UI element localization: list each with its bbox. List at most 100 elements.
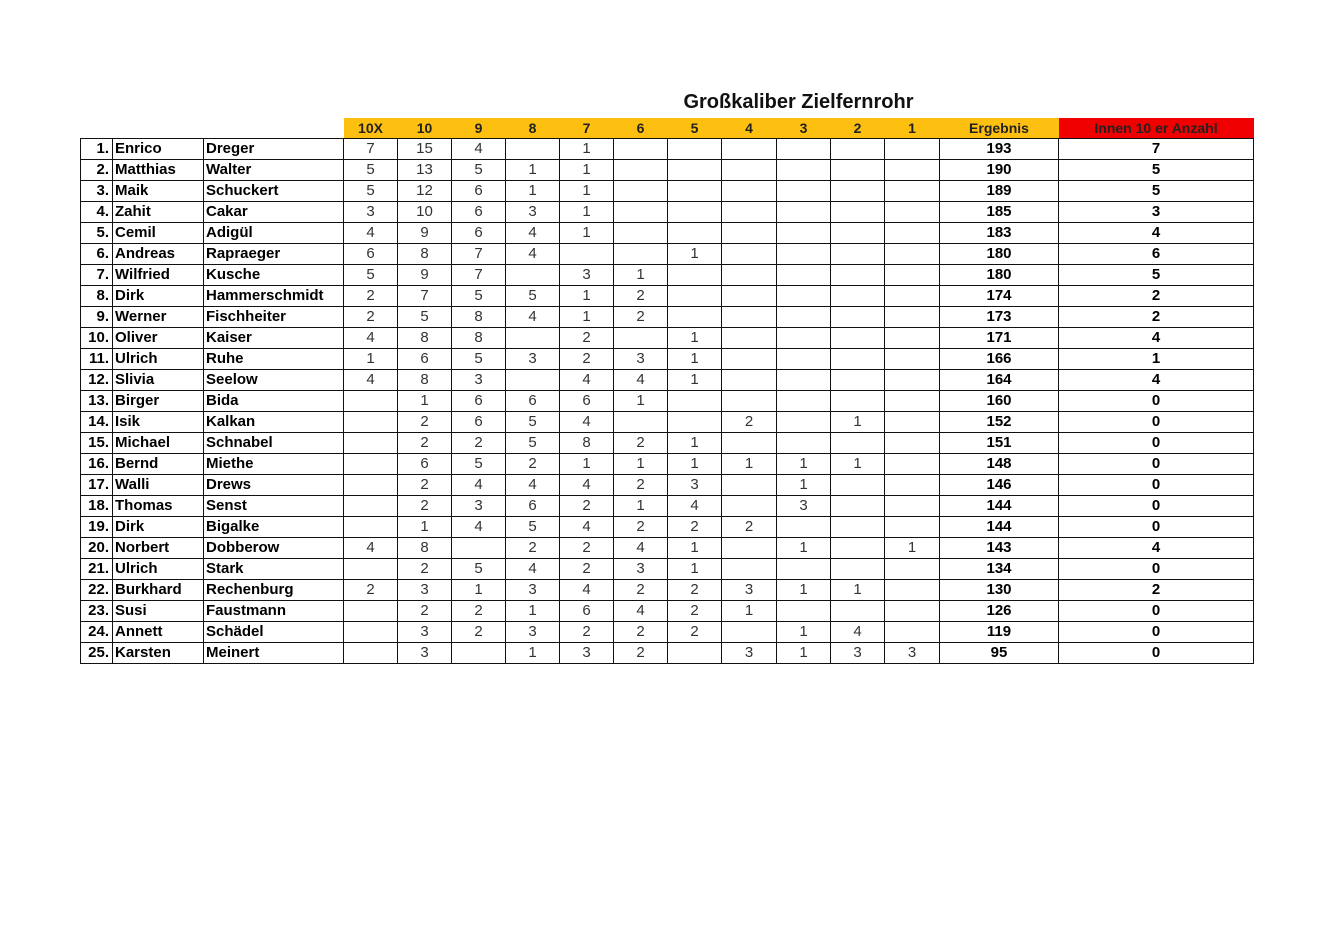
total-cell: 126: [939, 600, 1059, 622]
table-row: 21. Ulrich Stark 2 5 4 2 3 1 134 0: [80, 558, 1254, 580]
table-row: 23. Susi Faustmann 2 2 1 6 4 2 1 126 0: [80, 600, 1254, 622]
score-cell: 2: [559, 621, 614, 643]
table-row: 12. Slivia Seelow 4 8 3 4 4 1 164 4: [80, 369, 1254, 391]
score-cell: [884, 432, 940, 454]
score-cell: [884, 348, 940, 370]
score-cell: [884, 390, 940, 412]
score-cell: 1: [613, 453, 668, 475]
score-cell: 3: [667, 474, 722, 496]
table-row: 15. Michael Schnabel 2 2 5 8 2 1 151 0: [80, 432, 1254, 454]
first-name-cell: Werner: [112, 306, 204, 328]
rank-cell: 8.: [80, 285, 113, 307]
score-cell: [343, 495, 398, 517]
score-cell: 2: [667, 516, 722, 538]
score-cell: [884, 411, 940, 433]
table-row: 1. Enrico Dreger 7 15 4 1 193 7: [80, 138, 1254, 160]
score-cell: 1: [559, 180, 614, 202]
rank-cell: 2.: [80, 159, 113, 181]
inner-ten-cell: 5: [1058, 159, 1254, 181]
score-cell: [721, 243, 777, 265]
rank-cell: 11.: [80, 348, 113, 370]
score-cell: 8: [559, 432, 614, 454]
score-cell: [343, 390, 398, 412]
score-cell: 7: [397, 285, 452, 307]
score-cell: 2: [343, 306, 398, 328]
score-cell: [884, 285, 940, 307]
inner-ten-cell: 3: [1058, 201, 1254, 223]
score-cell: 8: [397, 327, 452, 349]
last-name-cell: Bida: [203, 390, 344, 412]
rank-cell: 25.: [80, 642, 113, 664]
total-cell: 174: [939, 285, 1059, 307]
score-cell: 1: [776, 621, 831, 643]
score-cell: [721, 621, 777, 643]
score-cell: 2: [397, 411, 452, 433]
total-cell: 146: [939, 474, 1059, 496]
inner-ten-cell: 0: [1058, 558, 1254, 580]
table-row: 13. Birger Bida 1 6 6 6 1 160 0: [80, 390, 1254, 412]
score-cell: [343, 642, 398, 664]
score-cell: 1: [505, 159, 560, 181]
score-cell: 1: [559, 285, 614, 307]
score-cell: 5: [451, 348, 506, 370]
score-cell: [830, 390, 885, 412]
score-cell: 9: [397, 264, 452, 286]
first-name-cell: Matthias: [112, 159, 204, 181]
score-cell: 2: [397, 558, 452, 580]
inner-ten-cell: 4: [1058, 327, 1254, 349]
header-blank: [80, 118, 113, 139]
score-cell: [830, 600, 885, 622]
score-cell: 12: [397, 180, 452, 202]
score-cell: [505, 369, 560, 391]
score-cell: [776, 390, 831, 412]
score-cell: [721, 306, 777, 328]
rank-cell: 3.: [80, 180, 113, 202]
table-row: 6. Andreas Rapraeger 6 8 7 4 1 180 6: [80, 243, 1254, 265]
score-cell: 5: [451, 285, 506, 307]
score-cell: [343, 621, 398, 643]
score-cell: [830, 537, 885, 559]
score-cell: 7: [343, 138, 398, 160]
score-cell: 2: [397, 600, 452, 622]
score-cell: 2: [559, 558, 614, 580]
rank-cell: 15.: [80, 432, 113, 454]
total-cell: 173: [939, 306, 1059, 328]
score-cell: 1: [776, 579, 831, 601]
score-cell: [884, 369, 940, 391]
score-cell: 1: [721, 600, 777, 622]
score-cell: 6: [397, 348, 452, 370]
score-cell: 6: [451, 180, 506, 202]
inner-ten-cell: 0: [1058, 642, 1254, 664]
score-cell: [667, 201, 722, 223]
column-header: Ergebnis: [939, 118, 1059, 139]
total-cell: 185: [939, 201, 1059, 223]
score-cell: 4: [559, 516, 614, 538]
score-cell: [613, 222, 668, 244]
score-cell: [343, 516, 398, 538]
first-name-cell: Cemil: [112, 222, 204, 244]
last-name-cell: Meinert: [203, 642, 344, 664]
score-cell: 1: [776, 642, 831, 664]
first-name-cell: Walli: [112, 474, 204, 496]
score-cell: [830, 243, 885, 265]
score-cell: 3: [613, 348, 668, 370]
score-cell: 5: [397, 306, 452, 328]
column-header: 10: [397, 118, 452, 139]
last-name-cell: Stark: [203, 558, 344, 580]
score-cell: [884, 495, 940, 517]
score-cell: [721, 432, 777, 454]
score-cell: 3: [343, 201, 398, 223]
first-name-cell: Oliver: [112, 327, 204, 349]
table-row: 2. Matthias Walter 5 13 5 1 1 190 5: [80, 159, 1254, 181]
score-cell: [667, 411, 722, 433]
score-cell: 3: [397, 642, 452, 664]
last-name-cell: Hammerschmidt: [203, 285, 344, 307]
last-name-cell: Kalkan: [203, 411, 344, 433]
score-cell: 4: [343, 327, 398, 349]
first-name-cell: Dirk: [112, 516, 204, 538]
first-name-cell: Birger: [112, 390, 204, 412]
rank-cell: 6.: [80, 243, 113, 265]
score-cell: [721, 495, 777, 517]
rank-cell: 9.: [80, 306, 113, 328]
score-cell: 3: [559, 642, 614, 664]
